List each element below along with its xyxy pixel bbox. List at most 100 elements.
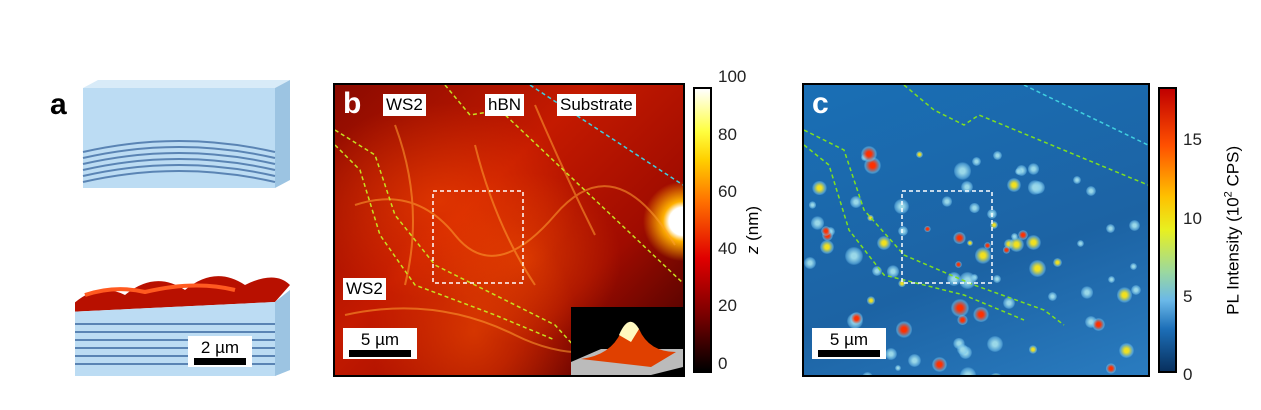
pl-emitter-spot [1014, 167, 1022, 175]
pl-emitter-spot [986, 336, 1003, 353]
pl-emitter-spot [951, 299, 969, 317]
pl-emitter-spot [953, 231, 966, 245]
zoom-box [432, 190, 524, 284]
region-substrate: Substrate [557, 94, 636, 116]
pl-emitter-spot [959, 272, 976, 290]
pl-emitter-spot [961, 181, 974, 193]
pl-emitter-spot [897, 279, 906, 288]
colorbar-b-unit: (nm) [743, 205, 762, 246]
pl-emitter-spot [1025, 235, 1041, 251]
pl-emitter-spot [886, 265, 900, 278]
pl-emitter-spot [849, 311, 863, 325]
pl-emitter-spot [993, 275, 1001, 283]
region-ws2-bottom: WS2 [343, 278, 386, 300]
colorbar-c-label-end: CPS) [1223, 145, 1243, 192]
panel-a-label: a [50, 88, 67, 121]
pl-emitter-spot [845, 247, 863, 265]
pl-emitter-spot [860, 145, 877, 162]
pl-emitter-spot [1086, 186, 1097, 197]
pl-emitter-spot [1053, 258, 1062, 267]
pl-emitter-spot [992, 150, 1003, 161]
boundary-substrate [529, 85, 683, 186]
pl-emitter-spot [1076, 239, 1084, 247]
pl-emitter-spot [954, 261, 962, 269]
pl-emitter-spot [808, 201, 817, 209]
pl-emitter-spot [1092, 317, 1106, 331]
pl-intensity-map: c 5 µm [802, 83, 1150, 377]
region-ws2-top: WS2 [383, 94, 426, 116]
pl-emitter-spot [894, 364, 901, 372]
scalebar-b-label: 5 µm [360, 330, 400, 349]
pl-emitter-spot [973, 306, 989, 323]
pl-emitter-spot [867, 214, 874, 222]
pl-emitter-spot [941, 196, 953, 207]
pl-emitter-spot [821, 225, 832, 237]
pl-emitter-spot [812, 180, 827, 195]
pl-emitter-spot [1108, 275, 1116, 283]
pl-emitter-spot [1003, 297, 1016, 309]
pl-emitter-spot [971, 156, 982, 167]
pl-emitter-spot [1130, 285, 1141, 296]
pl-emitter-spot [895, 321, 913, 338]
colorbar-c [1158, 87, 1177, 373]
pl-emitter-spot [1080, 286, 1094, 299]
pl-emitter-spot [1009, 237, 1025, 253]
pl-emitter-spot [1128, 219, 1140, 231]
inset-3d-peak [571, 307, 683, 375]
pl-emitter-spot [1029, 259, 1046, 277]
pl-emitter-spot [953, 162, 972, 181]
scalebar-a-label: 2 µm [200, 338, 240, 357]
pl-emitter-spot [1011, 233, 1019, 241]
pl-emitter-spot [956, 343, 969, 355]
pl-emitter-spot [1130, 263, 1137, 270]
colorbar-c-label-sup: 2 [1222, 191, 1235, 198]
region-text: WS2 [386, 95, 423, 114]
pl-emitter-spot [850, 196, 862, 208]
pl-emitter-spot [804, 257, 816, 269]
pl-emitter-spot [957, 314, 968, 325]
pl-emitter-spot [907, 353, 922, 367]
boundary-hbn [444, 85, 683, 285]
colorbar-b-var: z [743, 245, 762, 255]
pl-emitter-spot [1047, 292, 1057, 302]
pl-emitter-spot [1116, 287, 1133, 303]
pl-emitter-spot [866, 296, 876, 306]
pl-emitter-spot [974, 247, 992, 264]
pl-emitter-spot [953, 337, 965, 350]
afm-height-map: b WS2 hBN Substrate WS2 5 µm [333, 83, 685, 377]
pl-emitter-spot [820, 239, 835, 254]
pl-emitter-spot [959, 367, 977, 375]
pl-emitter-spot [1027, 162, 1040, 175]
pl-emitter-spot [1106, 224, 1115, 234]
colorbar-b-label: z (nm) [743, 180, 763, 280]
panel-c-label: c [812, 87, 829, 120]
scalebar-b: 5 µm [343, 328, 417, 359]
pl-emitter-spot [877, 235, 892, 250]
panel-b-label: b [343, 87, 362, 120]
pl-emitter-spot [966, 240, 973, 247]
layered-schematic [75, 80, 290, 376]
scalebar-c-bar [818, 350, 880, 357]
scalebar-c: 5 µm [812, 328, 886, 359]
pl-emitter-spot [923, 225, 931, 233]
pl-emitter-spot [989, 372, 1003, 375]
colorbar-c-label: PL Intensity (102 CPS) [1223, 120, 1244, 340]
scalebar-a-bar [194, 358, 246, 365]
pl-emitter-spot [1006, 177, 1021, 193]
pl-emitter-spot [810, 216, 824, 230]
region-hbn: hBN [485, 94, 525, 116]
pl-emitter-spot [872, 266, 882, 277]
pl-emitter-spot [893, 199, 909, 215]
pl-emitter-spot [1028, 180, 1043, 195]
pl-emitter-spot [1003, 246, 1011, 254]
pl-emitter-spot [932, 357, 948, 373]
colorbar-c-label-text: PL Intensity (10 [1223, 197, 1243, 315]
pl-emitter-spot [897, 226, 908, 236]
pl-emitter-spot [1105, 363, 1117, 374]
colorbar-b [693, 87, 712, 373]
pl-emitter-spot [968, 202, 980, 214]
zoom-box [901, 190, 993, 284]
pl-emitter-spot [983, 241, 991, 250]
scalebar-b-bar [349, 350, 411, 357]
pl-emitter-spot [989, 220, 998, 229]
